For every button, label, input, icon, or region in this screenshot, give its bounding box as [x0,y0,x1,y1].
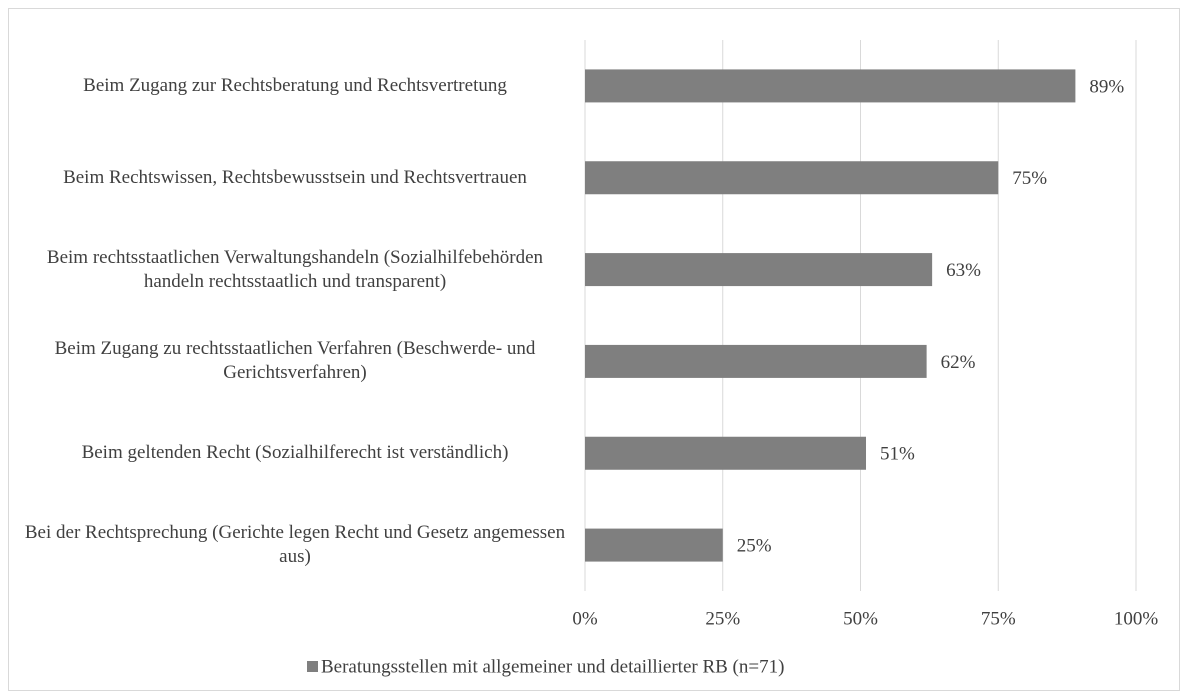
x-tick-label: 100% [1114,608,1159,629]
legend-swatch [307,661,318,672]
y-tick-label: Beim geltenden Recht (Sozialhilferecht i… [81,442,509,464]
y-tick-label: Beim rechtsstaatlichen Verwaltungshandel… [46,246,544,292]
x-tick-label: 50% [843,608,878,629]
value-label: 62% [941,352,976,373]
x-tick-label: 75% [981,608,1016,629]
value-label: 25% [737,535,772,556]
bar [585,528,723,562]
y-tick-label: Beim Zugang zu rechtsstaatlichen Verfahr… [54,338,536,384]
value-label: 89% [1089,76,1124,97]
value-label: 63% [946,260,981,281]
y-tick-label: Bei der Rechtsprechung (Gerichte legen R… [24,522,566,568]
chart-border [8,8,1180,691]
bar [585,253,933,287]
x-tick-label: 25% [705,608,740,629]
bar [585,161,999,195]
value-label: 51% [880,444,915,465]
bar [585,344,927,378]
x-tick-label: 0% [572,608,598,629]
y-tick-label: Beim Zugang zur Rechtsberatung und Recht… [83,74,507,96]
value-label: 75% [1012,168,1047,189]
legend-label: Beratungsstellen mit allgemeiner und det… [321,656,784,677]
y-tick-label: Beim Rechtswissen, Rechtsbewusstsein und… [63,166,527,188]
bar [585,436,867,470]
bar [585,69,1076,103]
